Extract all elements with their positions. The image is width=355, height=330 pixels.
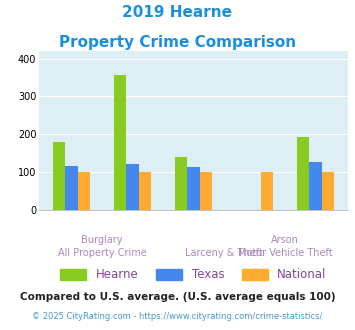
Text: © 2025 CityRating.com - https://www.cityrating.com/crime-statistics/: © 2025 CityRating.com - https://www.city…	[32, 312, 323, 321]
Bar	[65, 166, 77, 210]
Bar	[322, 172, 334, 210]
Bar	[53, 142, 65, 210]
Bar	[138, 172, 151, 210]
Text: Compared to U.S. average. (U.S. average equals 100): Compared to U.S. average. (U.S. average …	[20, 292, 335, 302]
Text: Burglary: Burglary	[81, 235, 123, 245]
Bar	[175, 157, 187, 210]
Text: Arson: Arson	[271, 235, 299, 245]
Bar	[77, 172, 90, 210]
Text: 2019 Hearne: 2019 Hearne	[122, 5, 233, 20]
Text: All Property Crime: All Property Crime	[58, 248, 146, 258]
Text: Motor Vehicle Theft: Motor Vehicle Theft	[238, 248, 332, 258]
Legend: Hearne, Texas, National: Hearne, Texas, National	[55, 264, 332, 286]
Bar	[297, 137, 310, 210]
Text: Property Crime Comparison: Property Crime Comparison	[59, 35, 296, 50]
Bar	[261, 172, 273, 210]
Bar	[126, 164, 138, 210]
Bar	[310, 162, 322, 210]
Bar	[114, 75, 126, 210]
Bar	[187, 167, 200, 210]
Bar	[200, 172, 212, 210]
Text: Larceny & Theft: Larceny & Theft	[185, 248, 263, 258]
